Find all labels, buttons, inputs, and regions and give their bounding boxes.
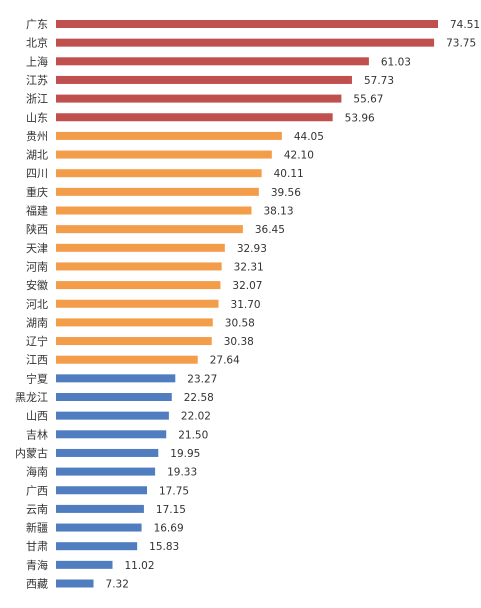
category-label: 山西 [26, 410, 48, 423]
value-label: 32.93 [237, 243, 267, 255]
bar [56, 299, 219, 308]
category-label: 浙江 [26, 93, 48, 106]
value-label: 61.03 [381, 56, 411, 68]
value-label: 7.32 [106, 579, 129, 591]
category-label: 上海 [26, 54, 48, 68]
value-label: 31.70 [231, 299, 261, 311]
bar [56, 393, 172, 401]
bar [56, 523, 142, 532]
value-label: 17.75 [159, 485, 189, 497]
value-label: 57.73 [364, 75, 394, 87]
category-label: 安徽 [26, 278, 48, 292]
category-label: 吉林 [26, 427, 48, 441]
bar [56, 281, 221, 290]
value-label: 16.69 [154, 523, 184, 535]
category-label: 陕西 [26, 222, 48, 236]
value-label: 40.11 [274, 168, 304, 180]
bar [56, 579, 94, 588]
value-label: 22.02 [181, 411, 211, 423]
bar [56, 411, 169, 420]
category-label: 江苏 [26, 74, 48, 87]
category-label: 青海 [26, 558, 48, 572]
bar [56, 318, 213, 327]
value-label: 22.58 [184, 392, 214, 404]
bar [56, 225, 243, 234]
category-label: 广东 [26, 18, 48, 31]
value-label: 15.83 [149, 541, 179, 553]
category-label: 宁夏 [26, 371, 48, 385]
value-label: 39.56 [271, 187, 301, 199]
category-label: 山东 [26, 111, 48, 124]
value-label: 32.31 [234, 261, 264, 273]
value-label: 42.10 [284, 150, 314, 162]
bar [56, 38, 435, 47]
bar [56, 504, 144, 513]
bar [56, 374, 176, 383]
category-label: 湖北 [26, 149, 48, 162]
category-label: 内蒙古 [15, 446, 48, 460]
category-label: 黑龙江 [15, 391, 48, 404]
bar [56, 94, 342, 103]
bar [56, 75, 352, 84]
value-label: 21.50 [178, 429, 208, 441]
category-label: 四川 [26, 167, 48, 180]
bars-group: 广东 74.51 北京 73.75 上海 61.03 江苏 57.73 浙江 55.67 山东 53.… [15, 18, 480, 591]
bar [56, 206, 252, 215]
category-label: 贵州 [26, 130, 48, 143]
value-label: 17.15 [156, 504, 186, 516]
bar [56, 430, 167, 439]
category-label: 河北 [26, 298, 48, 311]
category-label: 重庆 [26, 185, 48, 199]
value-label: 11.02 [124, 560, 154, 572]
value-label: 19.33 [167, 467, 197, 479]
bar [56, 337, 212, 346]
category-label: 西藏 [26, 578, 48, 591]
bar [56, 448, 159, 457]
value-label: 74.51 [450, 19, 480, 31]
category-label: 北京 [26, 36, 48, 50]
category-label: 湖南 [26, 316, 48, 329]
value-label: 23.27 [187, 373, 217, 385]
category-label: 河南 [26, 260, 48, 273]
bar [56, 57, 369, 66]
category-label: 广西 [26, 484, 48, 497]
value-label: 53.96 [345, 112, 375, 124]
category-label: 云南 [26, 503, 48, 516]
category-label: 甘肃 [26, 540, 48, 553]
bar [56, 486, 148, 495]
category-label: 新疆 [26, 521, 48, 535]
category-label: 天津 [26, 242, 48, 255]
bar [56, 20, 438, 28]
value-label: 30.58 [225, 317, 255, 329]
category-label: 海南 [26, 465, 48, 479]
category-label: 江西 [26, 354, 48, 367]
bar [56, 131, 282, 140]
value-label: 27.64 [210, 355, 240, 367]
bar [56, 187, 259, 196]
value-label: 44.05 [294, 131, 324, 143]
bar [56, 243, 225, 252]
value-label: 38.13 [263, 206, 293, 218]
value-label: 55.67 [353, 94, 383, 106]
value-label: 73.75 [446, 38, 476, 50]
value-label: 32.07 [232, 280, 262, 292]
value-label: 19.95 [170, 448, 200, 460]
value-label: 36.45 [255, 224, 285, 236]
bar [56, 113, 333, 122]
category-label: 福建 [26, 204, 48, 218]
bar [56, 262, 222, 271]
value-label: 30.38 [224, 336, 254, 348]
bar [56, 150, 272, 159]
bar [56, 467, 156, 476]
bar [56, 560, 113, 569]
bar [56, 169, 262, 178]
bar [56, 355, 198, 364]
bar [56, 542, 138, 551]
category-label: 辽宁 [26, 334, 48, 348]
